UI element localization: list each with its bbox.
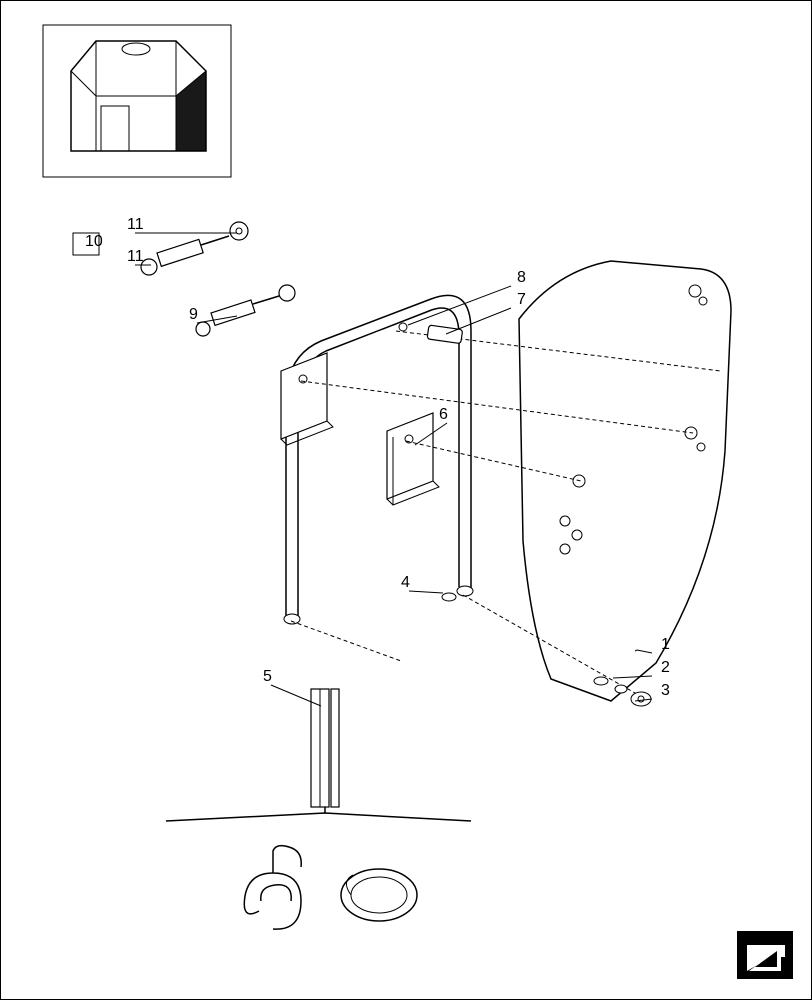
gas-spring-lower: [196, 285, 295, 336]
seal-profile-right: [341, 869, 417, 921]
diagram-svg: 1 2 3 4 5 6 7 8 9 10 11 11: [1, 1, 812, 1000]
callout-3: 3: [661, 682, 670, 699]
v-leader: [166, 813, 471, 821]
gas-spring-upper: [141, 222, 248, 275]
callout-4: 4: [401, 574, 410, 591]
callout-2: 2: [661, 659, 670, 676]
callout-10: 10: [85, 233, 103, 250]
callout-numbers: 1 2 3 4 5 6 7 8 9 10 11 11: [85, 216, 670, 699]
diagram-page: { "canvas":{"width":812,"height":1000,"b…: [0, 0, 812, 1000]
callout-1: 1: [661, 636, 670, 653]
side-glass: [519, 261, 731, 706]
seal-strip: [311, 689, 339, 807]
callout-6: 6: [439, 406, 448, 423]
callout-11: 11: [127, 248, 144, 265]
cab-icon: [43, 25, 231, 177]
hinge-upper: [281, 353, 333, 445]
callout-5: 5: [263, 668, 272, 685]
top-pin: [399, 323, 463, 344]
callout-9: 9: [189, 306, 198, 323]
next-page-icon[interactable]: [737, 931, 793, 979]
callout-8: 8: [517, 269, 526, 286]
hinge-lower: [387, 413, 439, 505]
seal-profile-left: [244, 846, 301, 929]
callout-7: 7: [517, 291, 526, 308]
callout-11: 11: [127, 216, 144, 233]
dash-bottom-left: [291, 621, 401, 661]
dash-hinge-upper: [301, 381, 693, 433]
door-frame-tube: [284, 295, 473, 624]
